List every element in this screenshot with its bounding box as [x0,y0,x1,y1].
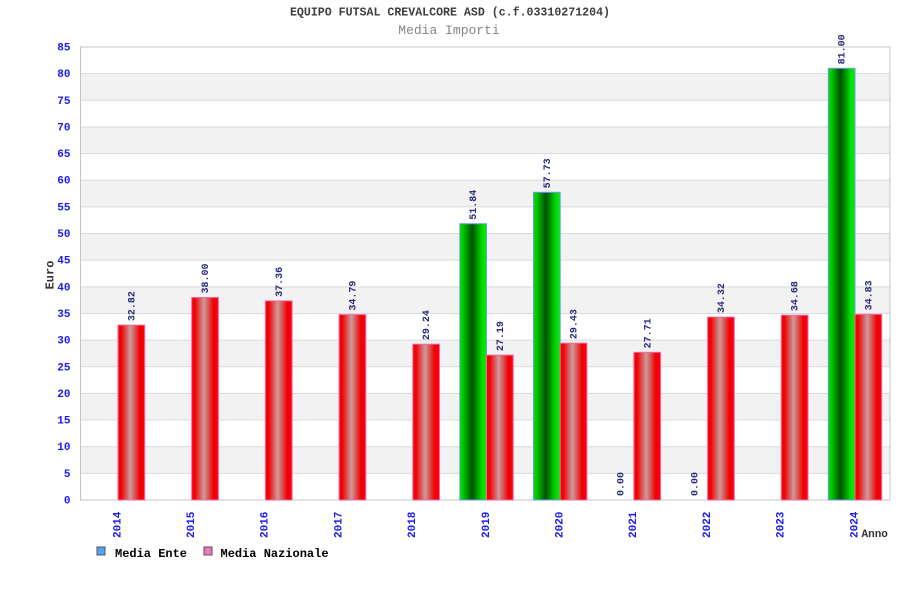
svg-text:70: 70 [57,122,70,134]
svg-text:2020: 2020 [555,512,567,538]
svg-text:2018: 2018 [407,511,419,538]
svg-text:57.73: 57.73 [543,158,554,188]
svg-text:2021: 2021 [628,511,640,538]
svg-text:45: 45 [57,256,71,268]
svg-text:2014: 2014 [112,511,124,538]
svg-text:0: 0 [64,496,71,508]
svg-text:0.00: 0.00 [690,472,701,496]
svg-text:2023: 2023 [776,511,788,538]
svg-text:37.36: 37.36 [275,267,286,297]
svg-text:20: 20 [57,389,70,401]
svg-text:80: 80 [57,69,70,81]
svg-text:34.79: 34.79 [349,281,360,311]
svg-text:75: 75 [57,96,71,108]
svg-text:0.00: 0.00 [617,472,628,496]
svg-text:27.71: 27.71 [643,318,654,348]
svg-text:35: 35 [57,309,71,321]
svg-text:85: 85 [57,43,71,55]
svg-text:34.32: 34.32 [717,283,728,313]
svg-text:2019: 2019 [481,512,493,538]
svg-text:15: 15 [57,416,71,428]
svg-text:30: 30 [57,336,70,348]
svg-text:34.83: 34.83 [864,280,875,310]
svg-text:38.00: 38.00 [201,263,212,293]
svg-text:2024: 2024 [849,511,861,538]
svg-text:29.43: 29.43 [570,309,581,339]
svg-text:2017: 2017 [333,512,345,538]
svg-text:2015: 2015 [186,511,198,538]
svg-text:27.19: 27.19 [496,321,507,351]
svg-text:40: 40 [57,282,70,294]
svg-text:Media Nazionale: Media Nazionale [221,547,329,561]
svg-text:10: 10 [57,442,70,454]
svg-text:60: 60 [57,176,70,188]
svg-text:65: 65 [57,149,71,161]
svg-text:Media Importi: Media Importi [398,23,500,38]
svg-text:50: 50 [57,229,70,241]
svg-text:29.24: 29.24 [422,310,433,340]
svg-text:32.82: 32.82 [127,291,138,321]
svg-text:2022: 2022 [702,512,714,538]
svg-text:EQUIPO FUTSAL CREVALCORE ASD (: EQUIPO FUTSAL CREVALCORE ASD (c.f.033102… [290,7,610,20]
svg-text:Anno: Anno [862,529,889,541]
svg-text:2016: 2016 [260,512,272,538]
svg-text:55: 55 [57,202,71,214]
svg-text:Euro: Euro [44,261,58,290]
svg-text:34.68: 34.68 [791,281,802,311]
svg-text:5: 5 [64,469,71,481]
svg-text:25: 25 [57,362,71,374]
svg-text:Media Ente: Media Ente [115,547,187,561]
svg-text:81.00: 81.00 [838,34,849,64]
svg-text:51.84: 51.84 [469,190,480,220]
